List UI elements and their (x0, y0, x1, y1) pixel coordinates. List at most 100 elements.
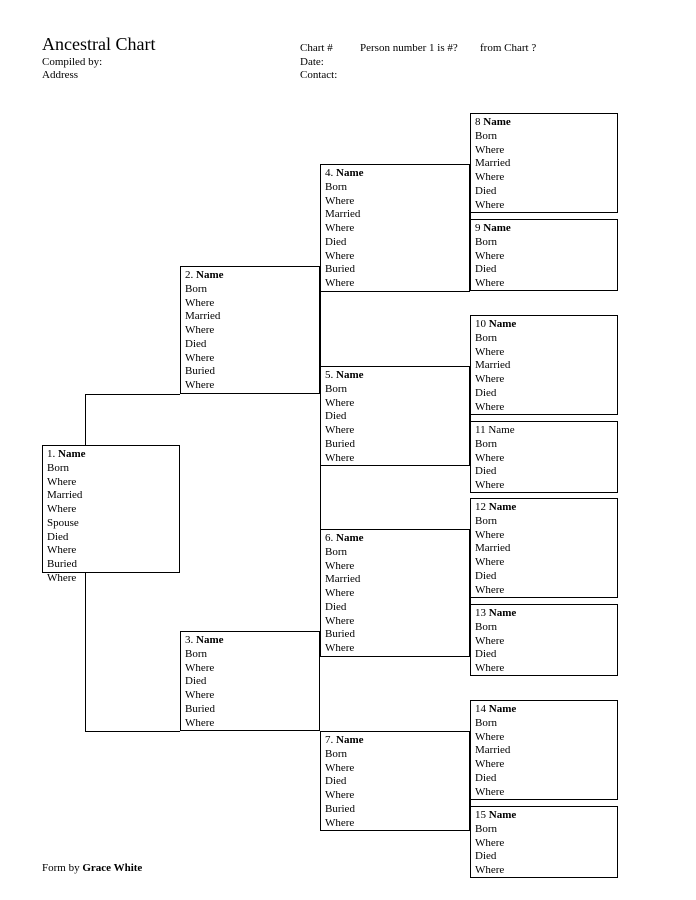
box-field-where: Where (475, 277, 613, 291)
box-header: 11 Name (475, 424, 613, 438)
box-number: 7. (325, 734, 336, 746)
box-field-married: Married (325, 208, 465, 222)
connector-line (320, 292, 321, 632)
box-field-spouse: Spouse (47, 517, 175, 531)
box-header: 10 Name (475, 318, 613, 332)
box-field-died: Died (475, 570, 613, 584)
box-number: 1. (47, 448, 58, 460)
date-label: Date: (300, 56, 324, 68)
box-number: 2. (185, 269, 196, 281)
box-field-where: Where (325, 817, 465, 831)
box-name-label: Name (489, 318, 517, 330)
box-number: 11 (475, 424, 488, 436)
box-field-born: Born (325, 181, 465, 195)
box-field-where: Where (325, 222, 465, 236)
box-field-where: Where (185, 352, 315, 366)
connector-line (470, 415, 471, 422)
box-field-where: Where (475, 479, 613, 493)
box-field-where: Where (325, 250, 465, 264)
box-field-where: Where (475, 199, 613, 213)
box-name-label: Name (336, 532, 364, 544)
box-field-born: Born (475, 236, 613, 250)
box-field-where: Where (475, 171, 613, 185)
ancestor-box-15: 15 NameBornWhereDiedWhere (470, 806, 618, 878)
connector-line (85, 731, 180, 732)
box-field-died: Died (325, 236, 465, 250)
box-number: 4. (325, 167, 336, 179)
box-number: 3. (185, 634, 196, 646)
address-label: Address (42, 69, 78, 81)
box-field-where: Where (325, 452, 465, 466)
box-field-where: Where (475, 786, 613, 800)
box-field-married: Married (325, 573, 465, 587)
box-field-died: Died (325, 601, 465, 615)
box-field-where: Where (475, 556, 613, 570)
box-field-where: Where (325, 560, 465, 574)
box-name-label: Name (196, 634, 224, 646)
box-name-label: Name (483, 116, 511, 128)
box-name-label: Name (196, 269, 224, 281)
box-field-where: Where (47, 544, 175, 558)
box-field-where: Where (47, 476, 175, 490)
box-field-where: Where (475, 635, 613, 649)
box-header: 12 Name (475, 501, 613, 515)
box-field-where: Where (475, 144, 613, 158)
box-number: 6. (325, 532, 336, 544)
ancestor-box-14: 14 NameBornWhereMarriedWhereDiedWhere (470, 700, 618, 800)
box-field-died: Died (475, 772, 613, 786)
box-field-where: Where (325, 424, 465, 438)
box-header: 5. Name (325, 369, 465, 383)
box-field-died: Died (325, 775, 465, 789)
box-field-died: Died (475, 850, 613, 864)
footer-credit: Form by Grace White (42, 862, 142, 874)
box-name-label: Name (488, 424, 514, 436)
box-name-label: Name (336, 167, 364, 179)
box-number: 14 (475, 703, 489, 715)
ancestor-box-9: 9 NameBornWhereDiedWhere (470, 219, 618, 291)
box-name-label: Name (489, 501, 517, 513)
box-field-where: Where (325, 587, 465, 601)
box-field-where: Where (325, 277, 465, 291)
box-name-label: Name (483, 222, 511, 234)
box-field-born: Born (185, 648, 315, 662)
box-field-where: Where (325, 615, 465, 629)
box-field-buried: Buried (325, 438, 465, 452)
box-header: 8 Name (475, 116, 613, 130)
box-field-where: Where (475, 662, 613, 676)
connector-line (470, 213, 471, 220)
box-header: 14 Name (475, 703, 613, 717)
ancestor-box-10: 10 NameBornWhereMarriedWhereDiedWhere (470, 315, 618, 415)
ancestor-box-5: 5. NameBornWhereDiedWhereBuriedWhere (320, 366, 470, 466)
box-field-where: Where (475, 584, 613, 598)
box-field-buried: Buried (325, 263, 465, 277)
box-field-married: Married (475, 542, 613, 556)
box-field-where: Where (325, 762, 465, 776)
box-field-where: Where (185, 662, 315, 676)
ancestor-box-1: 1. NameBornWhereMarriedWhereSpouseDiedWh… (42, 445, 180, 573)
box-field-died: Died (185, 675, 315, 689)
box-name-label: Name (336, 734, 364, 746)
compiled-by-label: Compiled by: (42, 56, 102, 68)
box-field-born: Born (475, 823, 613, 837)
box-field-died: Died (475, 185, 613, 199)
box-field-where: Where (185, 379, 315, 393)
box-number: 8 (475, 116, 483, 128)
connector-line (85, 573, 86, 731)
box-field-born: Born (475, 438, 613, 452)
box-header: 3. Name (185, 634, 315, 648)
box-header: 15 Name (475, 809, 613, 823)
box-header: 4. Name (325, 167, 465, 181)
box-field-where: Where (475, 837, 613, 851)
ancestor-box-8: 8 NameBornWhereMarriedWhereDiedWhere (470, 113, 618, 213)
box-number: 12 (475, 501, 489, 513)
box-field-where: Where (185, 324, 315, 338)
box-field-buried: Buried (325, 803, 465, 817)
box-field-where: Where (325, 642, 465, 656)
box-header: 2. Name (185, 269, 315, 283)
form-by-label: Form by (42, 862, 82, 874)
connector-line (85, 394, 86, 445)
box-name-label: Name (58, 448, 86, 460)
box-name-label: Name (336, 369, 364, 381)
chart-number-label: Chart # (300, 42, 333, 54)
box-number: 9 (475, 222, 483, 234)
